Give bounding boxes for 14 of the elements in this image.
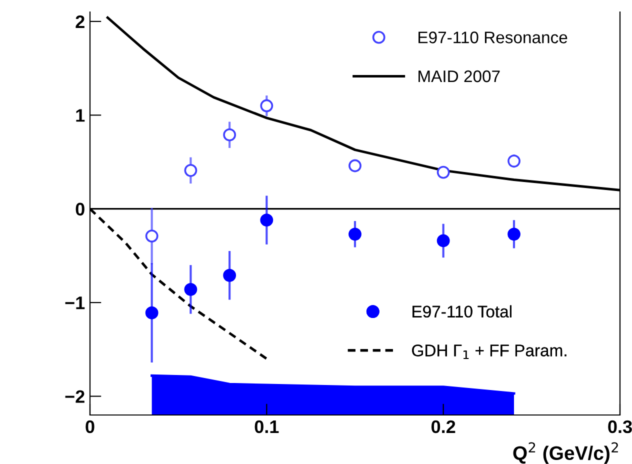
x-axis-title: Q$^{2}$ (GeV/c)$^{2}$: [513, 442, 618, 464]
legend-label: E97-110 Total: [412, 305, 512, 318]
y-tick-label: 2: [76, 15, 84, 28]
y-tick-label: 1: [76, 109, 85, 122]
legend-label: MAID 2007: [418, 70, 500, 82]
x-tick-label: 0.3: [608, 420, 632, 434]
y-tick-label: −2: [65, 390, 84, 403]
x-tick-label: 0.1: [254, 420, 279, 434]
legend-label: E97-110 Resonance: [418, 32, 568, 44]
y-tick-label: 0: [76, 202, 84, 216]
y-tick-label: −1: [65, 296, 85, 310]
x-tick-label: 0: [86, 420, 94, 434]
x-tick-label: 0.2: [431, 420, 456, 434]
legend-label: GDH Γ$_{1}$ + FF Param.: [412, 344, 566, 359]
